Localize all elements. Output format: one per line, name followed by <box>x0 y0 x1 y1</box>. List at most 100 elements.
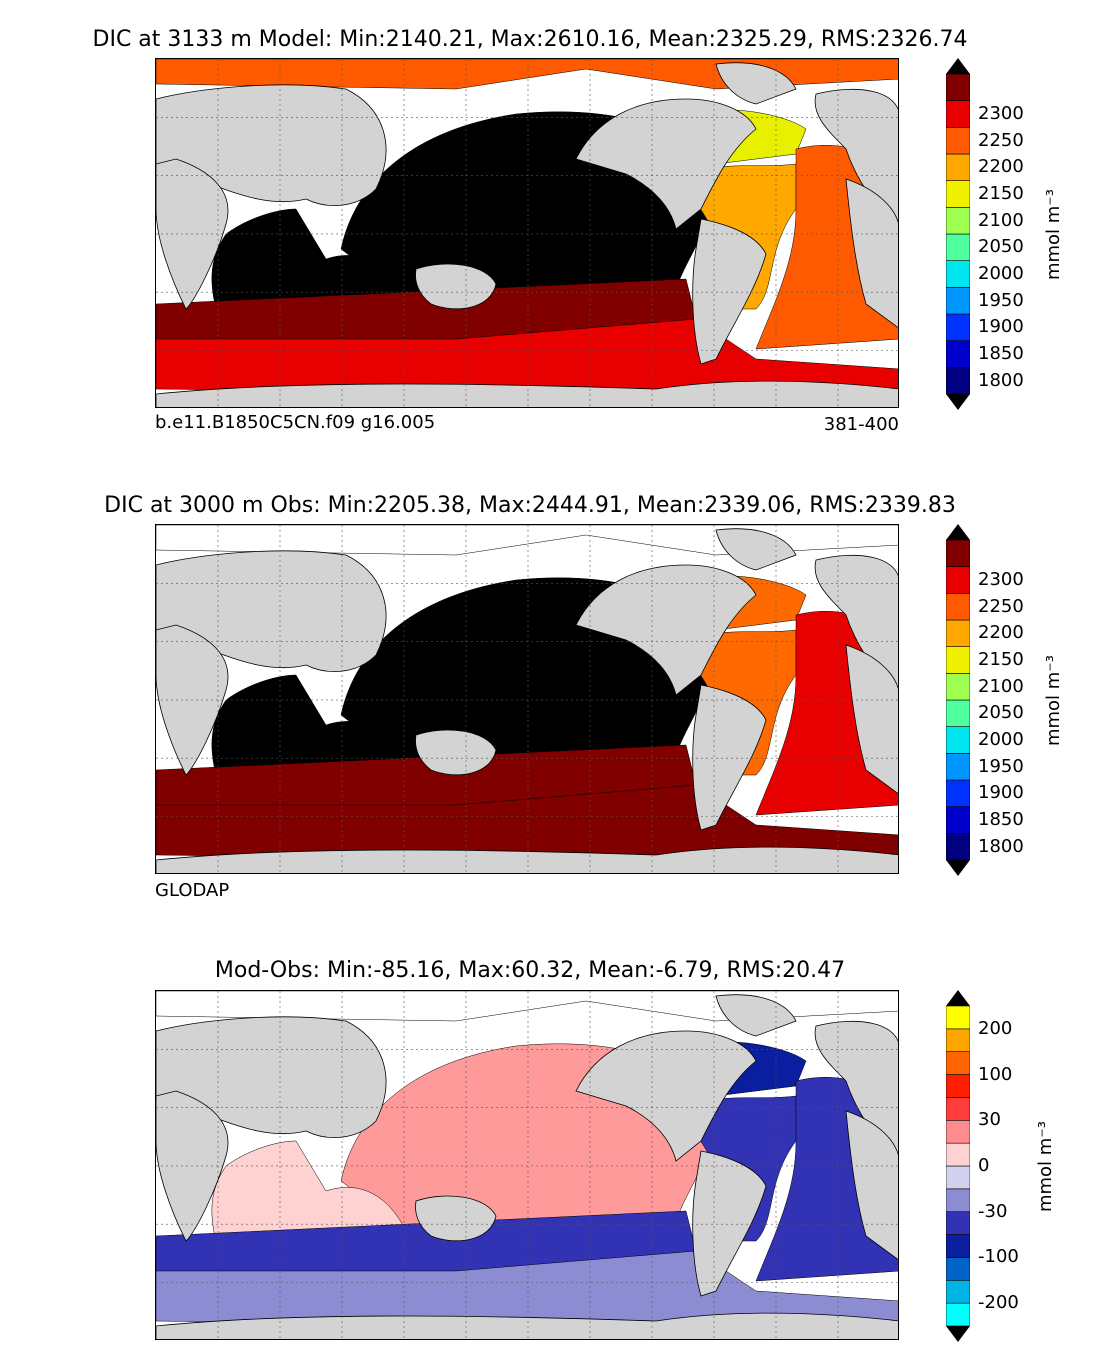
colorbar-segment <box>945 1074 971 1098</box>
colorbar-tick-label: 1900 <box>978 316 1024 338</box>
land-north-america <box>575 1030 757 1162</box>
colorbar-extend-max <box>946 58 970 74</box>
colorbar-segment <box>945 566 971 594</box>
colorbar-tick-label: 2250 <box>978 129 1024 151</box>
obs-colorbar-svg <box>945 524 971 876</box>
colorbar-segment <box>945 1142 971 1167</box>
colorbar-segment <box>945 233 971 261</box>
diff-colorbar <box>945 990 971 1342</box>
colorbar-tick-label: 30 <box>978 1109 1001 1131</box>
colorbar-segment <box>945 779 971 807</box>
model-colorbar-label: mmol m⁻³ <box>1043 188 1065 281</box>
model-map <box>155 58 899 408</box>
ocean-region-arctic <box>156 59 898 90</box>
ocean-region-arctic <box>156 991 898 1022</box>
colorbar-extend-min <box>946 860 970 876</box>
ocean-region-indian <box>211 674 407 776</box>
colorbar-tick-label: 1950 <box>978 755 1024 777</box>
colorbar-tick-label: 2000 <box>978 729 1024 750</box>
colorbar-segment <box>945 127 971 155</box>
colorbar-segment <box>945 1028 971 1053</box>
colorbar-tick-label: 2050 <box>978 702 1024 724</box>
colorbar-tick-label: 2100 <box>978 209 1024 231</box>
land-africa-right <box>845 1110 898 1261</box>
land-greenland <box>715 994 797 1037</box>
colorbar-tick-label: 2150 <box>978 183 1024 204</box>
obs-colorbar-label: mmol m⁻³ <box>1043 654 1065 747</box>
land-south-america <box>692 218 767 365</box>
colorbar-segment <box>945 619 971 647</box>
colorbar-segment <box>945 673 971 701</box>
colorbar-segment <box>945 313 971 341</box>
colorbar-tick-label: 1850 <box>978 809 1024 830</box>
land-antarctica <box>156 846 898 873</box>
land-eurasia <box>156 1016 387 1138</box>
colorbar-segment <box>945 806 971 834</box>
land-north-america <box>575 564 757 696</box>
colorbar-tick-label: -30 <box>978 1200 1008 1222</box>
ocean-region-indian <box>211 208 407 310</box>
colorbar-segment <box>945 260 971 288</box>
colorbar-segment <box>945 646 971 674</box>
colorbar-segment <box>945 1234 971 1258</box>
land-australia <box>415 263 497 310</box>
land-africa-right <box>845 178 898 329</box>
colorbar-tick-label: 1800 <box>978 369 1024 391</box>
obs-map <box>155 524 899 874</box>
land-south-america <box>692 684 767 831</box>
colorbar-tick-label: 2000 <box>978 263 1024 284</box>
colorbar-tick-label: 1850 <box>978 343 1024 364</box>
colorbar-segment <box>945 1302 971 1327</box>
colorbar-tick-label: 2200 <box>978 156 1024 178</box>
colorbar-tick-label: 2200 <box>978 622 1024 644</box>
land-antarctica <box>156 1312 898 1339</box>
obs-colorbar <box>945 524 971 876</box>
colorbar-segment <box>945 1279 971 1304</box>
obs-source-label: GLODAP <box>155 880 230 901</box>
land-greenland <box>715 62 797 105</box>
diff-colorbar-label: mmol m⁻³ <box>1035 1120 1057 1213</box>
colorbar-extend-max <box>946 524 970 540</box>
colorbar-segment <box>945 100 971 128</box>
colorbar-tick-label: 2250 <box>978 595 1024 617</box>
land-africa-right <box>845 644 898 795</box>
diff-map-svg <box>156 991 898 1339</box>
colorbar-segment <box>945 153 971 181</box>
colorbar-segment <box>945 539 971 567</box>
colorbar-tick-label: 200 <box>978 1017 1013 1039</box>
colorbar-tick-label: 2300 <box>978 103 1024 124</box>
colorbar-segment <box>945 287 971 315</box>
colorbar-segment <box>945 1211 971 1235</box>
land-south-america <box>692 1150 767 1297</box>
ocean-region-arctic <box>156 525 898 556</box>
land-eurasia <box>156 550 387 672</box>
colorbar-tick-label: 0 <box>978 1155 990 1176</box>
colorbar-segment <box>945 73 971 101</box>
colorbar-tick-label: 2150 <box>978 649 1024 670</box>
model-case-label: b.e11.B1850C5CN.f09 g16.005 <box>155 412 436 433</box>
land-australia <box>415 729 497 776</box>
colorbar-tick-label: 2300 <box>978 569 1024 590</box>
colorbar-segment <box>945 1165 971 1190</box>
colorbar-tick-label: 100 <box>978 1063 1013 1085</box>
colorbar-segment <box>945 180 971 208</box>
colorbar-segment <box>945 699 971 727</box>
colorbar-tick-label: 1900 <box>978 782 1024 804</box>
obs-map-svg <box>156 525 898 873</box>
colorbar-segment <box>945 1188 971 1213</box>
ocean-region-indian <box>211 1140 407 1242</box>
land-greenland <box>715 528 797 571</box>
colorbar-extend-max <box>946 990 970 1006</box>
land-australia <box>415 1195 497 1242</box>
colorbar-segment <box>945 833 971 861</box>
colorbar-tick-label: -100 <box>978 1246 1019 1268</box>
colorbar-tick-label: 2100 <box>978 675 1024 697</box>
diff-colorbar-svg <box>945 990 971 1342</box>
land-antarctica <box>156 380 898 407</box>
colorbar-segment <box>945 1257 971 1281</box>
colorbar-extend-min <box>946 394 970 410</box>
colorbar-tick-label: 1950 <box>978 289 1024 311</box>
obs-title: DIC at 3000 m Obs: Min:2205.38, Max:2444… <box>104 493 956 518</box>
colorbar-segment <box>945 1097 971 1121</box>
diff-map <box>155 990 899 1340</box>
